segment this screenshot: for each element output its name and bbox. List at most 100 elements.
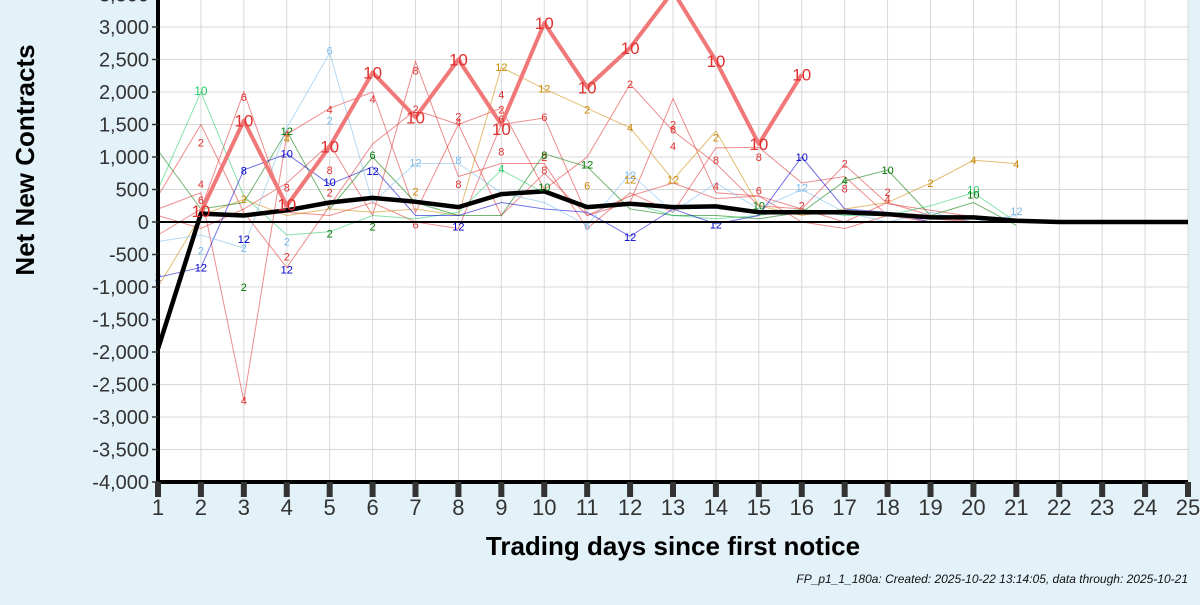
x-tick	[1099, 482, 1106, 497]
point-label: 10	[753, 201, 765, 213]
point-label: 10	[449, 50, 468, 69]
point-label: 10	[967, 184, 979, 196]
point-label: 6	[241, 92, 247, 104]
point-label: 12	[581, 160, 593, 172]
point-label: 12	[195, 262, 207, 274]
x-tick	[884, 482, 891, 497]
x-tick-label: 24	[1133, 495, 1157, 520]
x-tick	[584, 482, 591, 497]
x-tick	[798, 482, 805, 497]
point-label: 12	[624, 175, 636, 187]
x-tick	[627, 482, 634, 497]
x-tick-label: 6	[366, 495, 378, 520]
x-tick	[240, 482, 247, 497]
point-label: 8	[455, 179, 461, 191]
point-label: 2	[498, 104, 504, 116]
x-tick-label: 8	[452, 495, 464, 520]
x-tick	[1185, 482, 1191, 497]
point-label: 2	[327, 115, 333, 127]
series-10-highlight-line	[199, 0, 804, 214]
point-label: 10	[281, 149, 293, 161]
x-tick	[1056, 482, 1063, 497]
point-label: 8	[756, 152, 762, 164]
x-tick	[369, 482, 376, 497]
point-label: 4	[713, 181, 719, 193]
x-tick	[670, 482, 676, 497]
point-label: 10	[406, 108, 425, 127]
x-tick-label: 7	[409, 495, 421, 520]
x-tick	[283, 482, 290, 497]
footer-note: FP_p1_1_180a: Created: 2025-10-22 13:14:…	[796, 572, 1188, 586]
point-label: 4	[842, 175, 848, 187]
x-tick-label: 21	[1004, 495, 1028, 520]
point-label: 2	[455, 112, 461, 124]
x-tick-label: 23	[1090, 495, 1114, 520]
point-label: 8	[327, 165, 333, 177]
point-label: 10	[277, 195, 296, 214]
point-label: 2	[284, 251, 290, 263]
point-label: 10	[234, 112, 253, 131]
x-tick	[841, 482, 848, 497]
y-tick-label: -500	[109, 245, 149, 267]
point-label: 10	[492, 120, 511, 139]
background-series	[157, 51, 1017, 401]
point-label: 4	[284, 129, 290, 141]
y-tick-label: -1,500	[92, 310, 149, 332]
y-tick-label: -3,000	[92, 407, 149, 429]
series-line-4	[157, 66, 1017, 288]
point-label: 6	[584, 221, 590, 233]
point-label: 2	[198, 138, 204, 150]
point-label: 10	[191, 202, 210, 221]
point-label: 10	[535, 14, 554, 33]
point-label: 4	[327, 104, 333, 116]
point-label: 12	[366, 166, 378, 178]
main-series	[155, 0, 1188, 350]
point-label: 10	[621, 39, 640, 58]
point-label: 12	[495, 62, 507, 74]
y-tick-label: 1,500	[99, 115, 149, 137]
point-label: 4	[498, 164, 504, 176]
point-label: 10	[881, 165, 893, 177]
x-tick-label: 3	[238, 495, 250, 520]
point-label: 10	[324, 177, 336, 189]
x-tick-label: 2	[195, 495, 207, 520]
point-label: 8	[541, 165, 547, 177]
x-tick	[498, 482, 505, 497]
point-label: 8	[842, 184, 848, 196]
point-label: 12	[624, 170, 636, 182]
y-tick-label: 1,000	[99, 147, 149, 169]
point-label: 4	[370, 94, 376, 106]
point-label: 6	[670, 125, 676, 137]
point-label: 4	[284, 134, 290, 146]
point-label: 6	[198, 195, 204, 207]
point-label: 2	[799, 201, 805, 213]
y-tick-label: 3,000	[99, 17, 149, 39]
point-label: 12	[238, 234, 250, 246]
point-label: 2	[584, 104, 590, 116]
point-label: 2	[327, 188, 333, 200]
x-tick-label: 1	[152, 495, 164, 520]
point-label: 12	[281, 264, 293, 276]
x-tick-label: 11	[576, 495, 599, 520]
x-tick	[970, 482, 977, 497]
x-tick	[326, 482, 333, 497]
point-label: 10	[792, 65, 811, 84]
y-tick-label: 2,500	[99, 50, 149, 72]
x-tick-label: 5	[324, 495, 336, 520]
point-label: 12	[409, 158, 421, 170]
y-tick-label: 500	[116, 180, 149, 202]
x-tick	[1142, 482, 1149, 497]
point-label: 2	[842, 158, 848, 170]
point-label: 2	[927, 178, 933, 190]
y-tick-label: -4,000	[92, 472, 149, 494]
y-tick-label: 0	[138, 212, 149, 234]
series-line-8	[157, 51, 1017, 249]
point-label: 2	[713, 132, 719, 144]
x-tick-label: 15	[747, 495, 771, 520]
average-line	[155, 189, 1188, 350]
point-label: 8	[241, 166, 247, 178]
x-tick-label: 16	[790, 495, 814, 520]
grid	[157, 0, 1189, 483]
point-label: 2	[627, 79, 633, 91]
x-tick	[412, 482, 419, 497]
